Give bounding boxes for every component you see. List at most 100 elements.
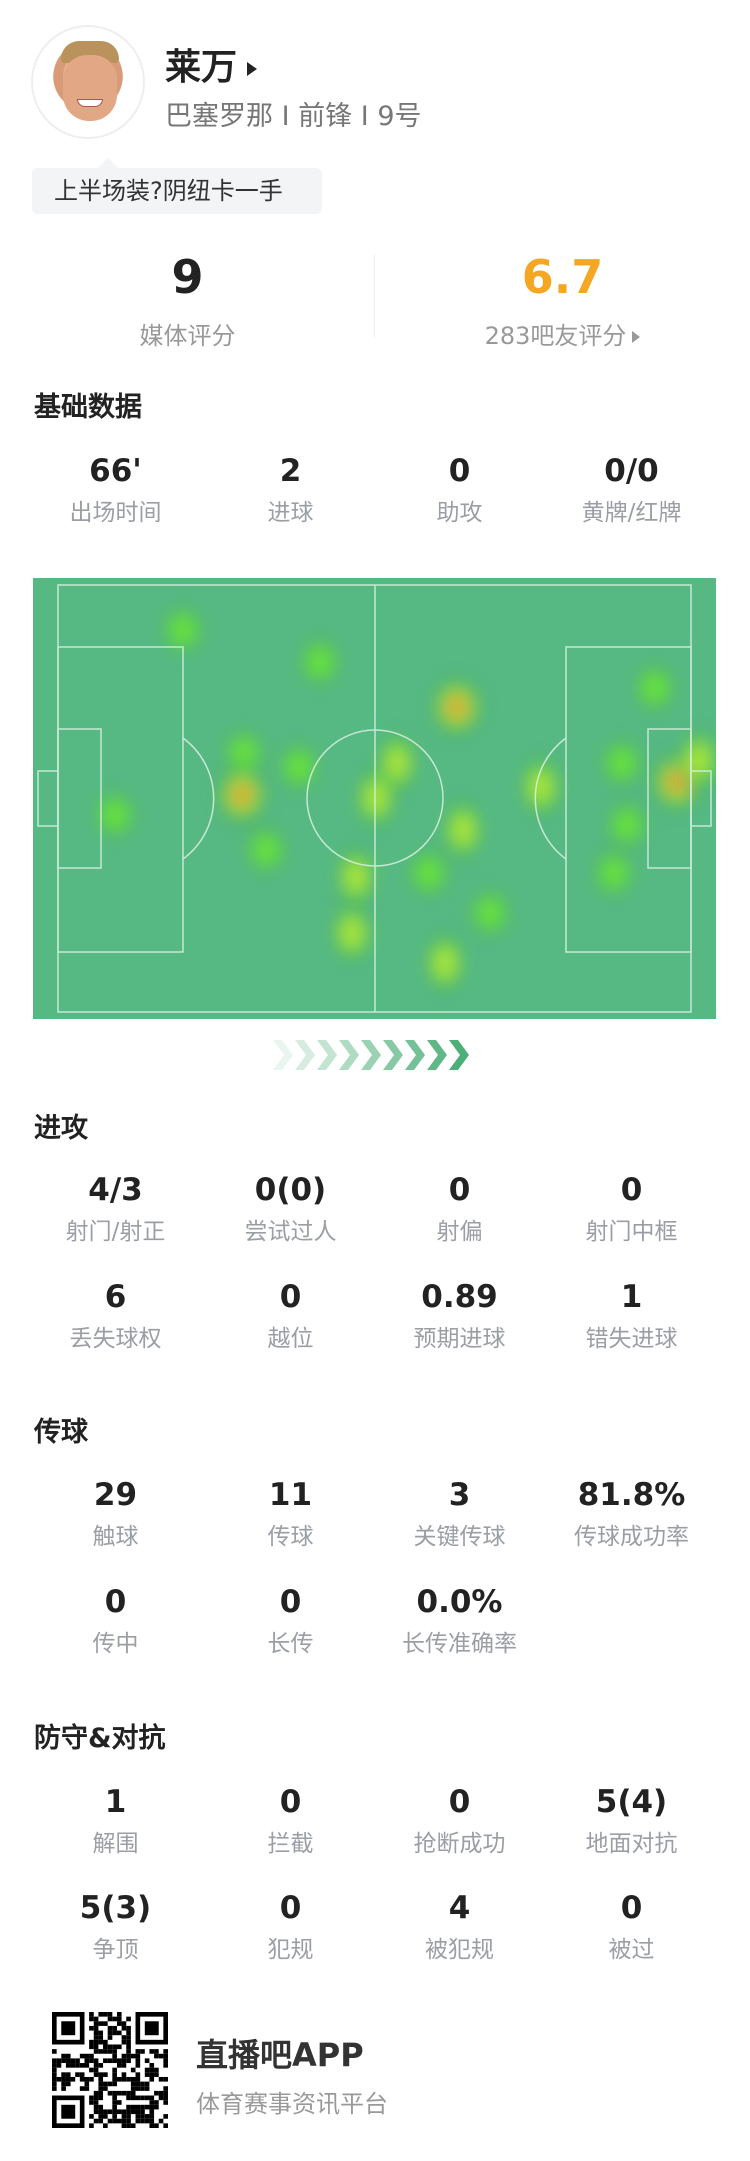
stat-basic: 0/0 黄牌/红牌 xyxy=(544,453,719,527)
heatmap-pitch xyxy=(33,578,716,1019)
stat-value: 1 xyxy=(620,1279,643,1315)
chevron-icon xyxy=(273,1040,293,1070)
stat-attack: 0 射偏 xyxy=(372,1172,547,1246)
heat-spot xyxy=(216,765,268,825)
stat-attack: 0 越位 xyxy=(203,1279,378,1353)
stat-defense: 5(4) 地面对抗 xyxy=(544,1784,719,1858)
stat-value: 0 xyxy=(620,1890,643,1926)
stat-label: 越位 xyxy=(267,1326,314,1352)
player-info: 巴塞罗那 I 前锋 I 9号 xyxy=(165,94,422,133)
stat-value: 3 xyxy=(448,1477,471,1513)
stat-defense: 0 被过 xyxy=(544,1890,719,1964)
stat-attack: 0(0) 尝试过人 xyxy=(203,1172,378,1246)
media-score: 9 xyxy=(171,250,204,304)
stat-label: 黄牌/红牌 xyxy=(581,500,682,526)
section-title-passing: 传球 xyxy=(34,1417,88,1448)
stat-value: 4 xyxy=(448,1890,471,1926)
stat-value: 0 xyxy=(279,1784,302,1820)
stat-value: 0 xyxy=(448,1172,471,1208)
stat-value: 0 xyxy=(279,1890,302,1926)
stat-attack: 0 射门中框 xyxy=(544,1172,719,1246)
stat-value: 0.0% xyxy=(416,1584,503,1620)
stat-label: 传球成功率 xyxy=(574,1524,689,1550)
media-rating: 9 媒体评分 xyxy=(0,250,375,351)
stat-value: 0.89 xyxy=(421,1279,498,1315)
heat-spot xyxy=(443,800,483,860)
stat-attack: 1 错失进球 xyxy=(544,1279,719,1353)
fan-rating[interactable]: 6.7 283吧友评分 xyxy=(375,250,750,351)
chevron-icon xyxy=(383,1040,403,1070)
stat-label: 地面对抗 xyxy=(585,1831,678,1857)
stat-label: 被过 xyxy=(608,1937,655,1963)
stat-value: 5(4) xyxy=(595,1784,668,1820)
heat-spot xyxy=(356,768,396,828)
app-slogan: 体育赛事资讯平台 xyxy=(196,2090,388,2118)
heat-spot xyxy=(224,729,264,777)
stat-defense: 1 解围 xyxy=(28,1784,203,1858)
stat-defense: 0 抢断成功 xyxy=(372,1784,547,1858)
stat-label: 被犯规 xyxy=(425,1937,494,1963)
separator: I xyxy=(360,101,369,132)
comment-bubble: 上半场装?阴纽卡一手 xyxy=(32,158,322,214)
stat-value: 0/0 xyxy=(604,453,659,489)
stat-label: 射门/射正 xyxy=(65,1219,166,1245)
stat-value: 4/3 xyxy=(88,1172,143,1208)
stat-label: 射偏 xyxy=(436,1219,483,1245)
position: 前锋 xyxy=(298,101,353,132)
stat-value: 0 xyxy=(279,1584,302,1620)
stat-attack: 0.89 预期进球 xyxy=(372,1279,547,1353)
stat-value: 0 xyxy=(279,1279,302,1315)
heat-spot xyxy=(163,606,203,654)
stat-label: 触球 xyxy=(92,1524,139,1550)
heat-spot xyxy=(409,849,449,897)
stat-attack: 4/3 射门/射正 xyxy=(28,1172,203,1246)
stat-defense: 5(3) 争顶 xyxy=(28,1890,203,1964)
stat-label: 尝试过人 xyxy=(244,1219,337,1245)
arrow-right-icon xyxy=(632,331,641,343)
heat-spot xyxy=(279,743,319,791)
app-name: 直播吧APP xyxy=(196,2036,364,2074)
heat-spot xyxy=(332,903,372,963)
heat-spot xyxy=(470,889,510,937)
stat-label: 争顶 xyxy=(92,1937,139,1963)
stat-defense: 0 拦截 xyxy=(203,1784,378,1858)
stat-label: 进球 xyxy=(267,500,314,526)
stat-label: 射门中框 xyxy=(585,1219,678,1245)
divider xyxy=(374,255,375,337)
section-title-basic: 基础数据 xyxy=(34,392,142,423)
stat-label: 传球 xyxy=(267,1524,314,1550)
player-name-link[interactable]: 莱万 xyxy=(165,38,258,90)
stat-passing: 0 长传 xyxy=(203,1584,378,1658)
team-name: 巴塞罗那 xyxy=(165,101,273,132)
chevron-icon xyxy=(427,1040,447,1070)
arrow-right-icon xyxy=(247,62,258,76)
stat-value: 11 xyxy=(268,1477,313,1513)
stat-label: 抢断成功 xyxy=(413,1831,506,1857)
stat-basic: 66' 出场时间 xyxy=(28,453,203,527)
heat-spot xyxy=(300,638,340,686)
stat-value: 0 xyxy=(104,1584,127,1620)
stat-passing: 81.8% 传球成功率 xyxy=(544,1477,719,1551)
heat-spot xyxy=(521,757,561,817)
stat-value: 1 xyxy=(104,1784,127,1820)
chevron-icon xyxy=(295,1040,315,1070)
stat-value: 81.8% xyxy=(577,1477,686,1513)
stat-value: 6 xyxy=(104,1279,127,1315)
player-avatar[interactable] xyxy=(31,25,145,139)
stat-label: 丢失球权 xyxy=(69,1326,162,1352)
stat-label: 关键传球 xyxy=(413,1524,506,1550)
stat-value: 0 xyxy=(448,453,471,489)
stat-label: 长传 xyxy=(267,1631,314,1657)
stat-label: 错失进球 xyxy=(585,1326,678,1352)
qr-code xyxy=(52,2012,168,2128)
stat-value: 5(3) xyxy=(79,1890,152,1926)
stat-label: 传中 xyxy=(92,1631,139,1657)
stat-basic: 0 助攻 xyxy=(372,453,547,527)
section-title-defense: 防守&对抗 xyxy=(34,1723,166,1754)
media-label: 媒体评分 xyxy=(139,322,236,350)
heat-spot xyxy=(425,933,465,993)
chevron-icon xyxy=(361,1040,381,1070)
stat-passing: 3 关键传球 xyxy=(372,1477,547,1551)
stat-passing: 0 传中 xyxy=(28,1584,203,1658)
heat-spot xyxy=(95,791,135,839)
